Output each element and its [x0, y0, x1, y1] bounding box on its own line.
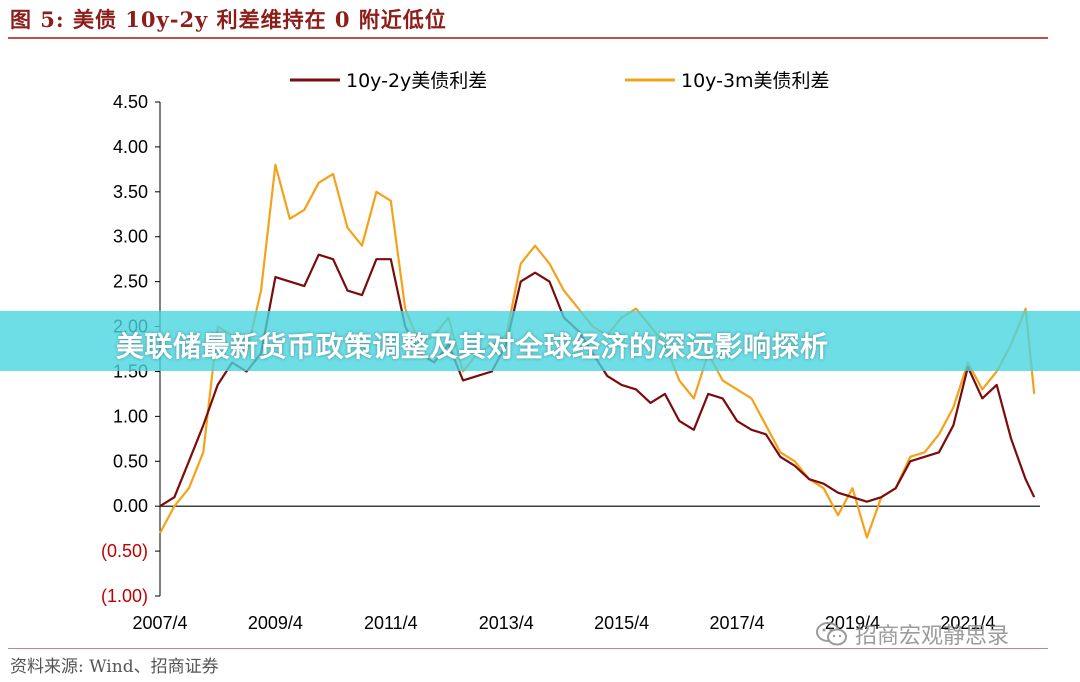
x-tick-label: 2009/4	[248, 613, 303, 633]
legend-label: 10y-3m美债利差	[681, 70, 830, 92]
y-tick-label: 2.50	[113, 272, 148, 292]
overlay-banner-text: 美联储最新货币政策调整及其对全球经济的深远影响探析	[116, 330, 829, 363]
y-tick-label: 4.00	[113, 137, 148, 157]
y-tick-label: 0.50	[113, 451, 148, 471]
y-tick-label: (0.50)	[101, 541, 148, 561]
watermark: 招商宏观静思录	[815, 618, 1009, 650]
x-tick-label: 2011/4	[364, 613, 418, 633]
legend: 10y-2y美债利差 10y-3m美债利差	[290, 70, 830, 92]
y-tick-label: 3.00	[113, 227, 148, 247]
x-tick-label: 2021/4	[940, 613, 995, 633]
y-tick-label: 3.50	[113, 182, 148, 202]
x-tick-label: 2013/4	[479, 613, 534, 633]
x-tick-label: 2017/4	[710, 613, 765, 633]
title-divider	[8, 37, 1048, 39]
source-note: 资料来源: Wind、招商证券	[10, 657, 219, 677]
y-tick-label: (1.00)	[101, 586, 148, 606]
series-line	[159, 253, 1036, 508]
x-tick-label: 2007/4	[132, 613, 187, 633]
x-tick-label: 2015/4	[594, 613, 649, 633]
legend-label: 10y-2y美债利差	[346, 70, 487, 92]
source-divider	[8, 648, 1048, 649]
y-tick-label: 4.50	[113, 92, 148, 112]
figure-title: 图 5: 美债 10y-2y 利差维持在 0 附近低位	[10, 7, 447, 32]
y-tick-label: 0.00	[113, 496, 148, 516]
watermark-text: 招商宏观静思录	[855, 624, 1010, 649]
wechat-icon	[816, 622, 847, 646]
overlay-banner[interactable]: 美联储最新货币政策调整及其对全球经济的深远影响探析	[0, 311, 1080, 371]
y-tick-label: 1.00	[113, 406, 148, 426]
